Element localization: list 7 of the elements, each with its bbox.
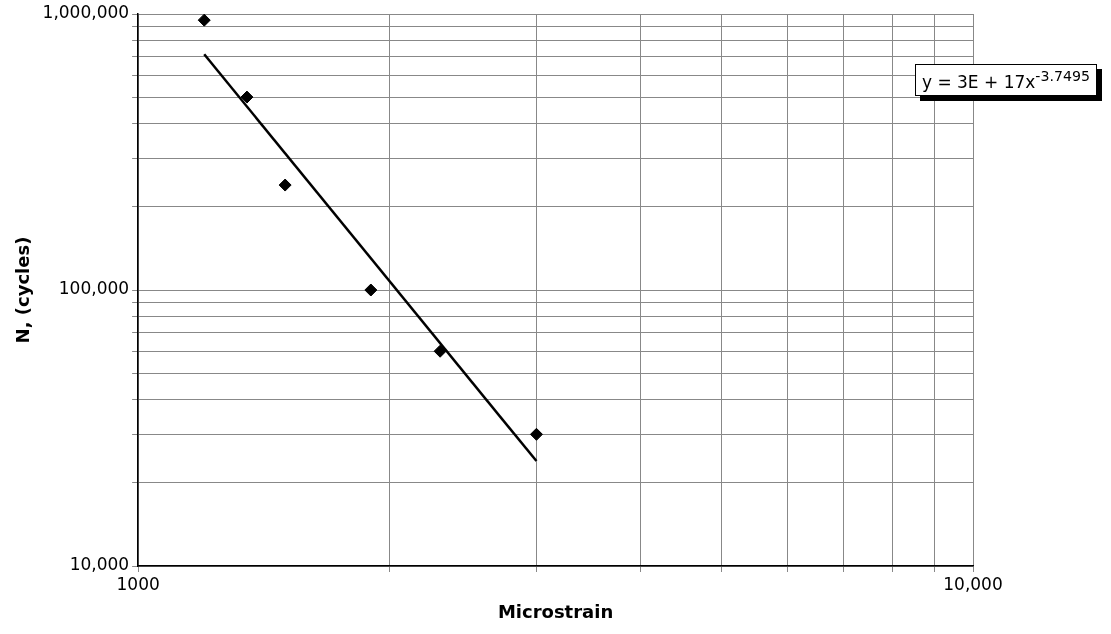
y-tick-label: 10,000	[69, 554, 130, 575]
y-axis-title: N, (cycles)	[12, 236, 34, 344]
y-tick-label: 1,000,000	[42, 2, 130, 23]
x-tick-label: 1000	[116, 573, 160, 594]
y-tick-label: 100,000	[58, 278, 130, 299]
x-axis-title: Microstrain	[497, 600, 614, 622]
annotation: y = 3E + 17x$^{-3.7495}$	[914, 64, 1097, 96]
